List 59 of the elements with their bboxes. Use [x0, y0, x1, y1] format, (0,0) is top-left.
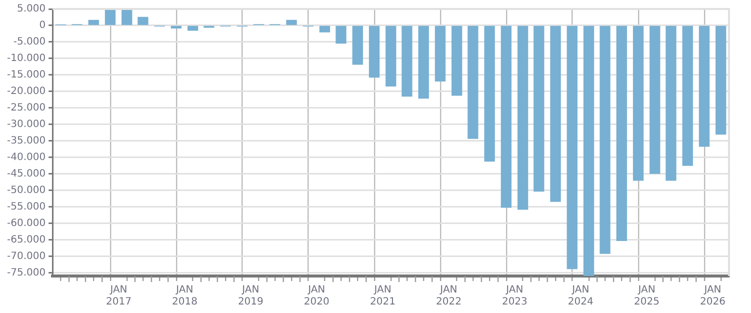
bar — [650, 26, 660, 174]
y-tick-label: -10.000 — [6, 53, 46, 64]
x-tick-label: JAN 2018 — [172, 284, 198, 308]
bar — [716, 26, 726, 135]
bar — [468, 26, 478, 139]
y-tick-label: -65.000 — [6, 234, 46, 246]
bar — [600, 26, 610, 254]
bar — [188, 26, 198, 31]
y-tick-label: -15.000 — [6, 70, 46, 81]
y-tick-label: 5.000 — [16, 4, 46, 15]
x-tick-label: JAN 2026 — [700, 284, 726, 308]
bar — [452, 26, 462, 96]
bar — [500, 26, 512, 208]
y-tick-label: -30.000 — [6, 118, 46, 130]
bar — [402, 26, 412, 97]
bar — [666, 26, 676, 181]
bar — [88, 20, 99, 26]
x-tick-label: JAN 2021 — [370, 284, 396, 308]
y-tick-label: -20.000 — [6, 86, 46, 97]
bar — [682, 26, 693, 166]
bar — [583, 26, 594, 276]
bar — [386, 26, 396, 86]
bar — [434, 26, 446, 82]
y-tick-label: -45.000 — [6, 168, 46, 180]
y-tick-label: -25.000 — [6, 102, 46, 114]
bar — [616, 26, 627, 242]
bar — [170, 26, 182, 28]
y-tick-label: -60.000 — [6, 218, 46, 229]
y-tick-label: -70.000 — [6, 250, 46, 262]
bar — [418, 26, 429, 99]
bar — [550, 26, 561, 202]
y-tick-label: 0 — [39, 20, 46, 32]
bar — [517, 26, 528, 210]
x-tick-label: JAN 2025 — [634, 284, 660, 308]
bar — [352, 26, 363, 65]
y-tick-label: -50.000 — [6, 184, 46, 196]
bar — [484, 26, 495, 162]
bar — [122, 9, 132, 26]
x-tick-label: JAN 2017 — [106, 284, 132, 308]
bar — [698, 26, 710, 147]
bar — [138, 16, 148, 26]
y-tick-label: -5.000 — [13, 36, 46, 48]
x-tick-label: JAN 2024 — [568, 284, 594, 308]
bar — [566, 26, 578, 270]
x-tick-label: JAN 2020 — [304, 284, 330, 308]
bar — [632, 26, 644, 181]
y-tick-label: -35.000 — [6, 135, 46, 146]
y-tick-label: -40.000 — [6, 152, 46, 163]
x-tick-label: JAN 2023 — [502, 284, 528, 308]
bar — [368, 26, 380, 78]
bar — [104, 10, 116, 26]
bar — [336, 26, 346, 44]
bar — [319, 26, 330, 32]
bar — [534, 26, 544, 192]
y-tick-label: -75.000 — [6, 267, 46, 278]
x-tick-label: JAN 2019 — [238, 284, 264, 308]
x-tick-label: JAN 2022 — [436, 284, 462, 308]
y-tick-label: -55.000 — [6, 201, 46, 212]
bar — [286, 20, 297, 26]
